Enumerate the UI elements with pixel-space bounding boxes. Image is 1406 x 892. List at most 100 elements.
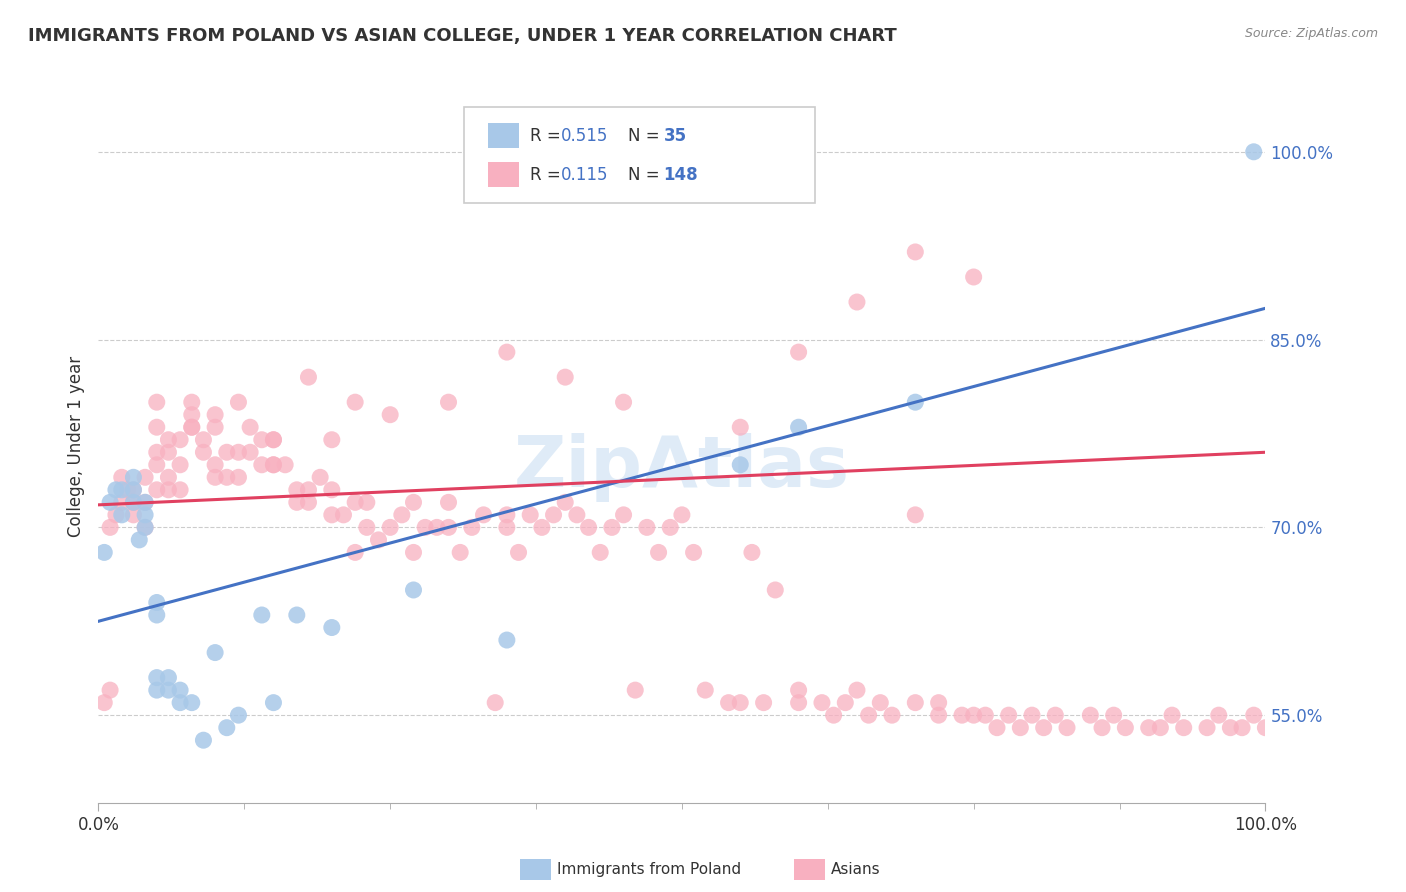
Point	[285, 483, 308, 497]
Point	[146, 671, 169, 685]
Point	[146, 395, 169, 409]
Point	[332, 508, 354, 522]
Point	[1243, 708, 1265, 723]
Point	[104, 508, 127, 522]
Point	[730, 696, 752, 710]
Point	[1137, 721, 1160, 735]
Point	[204, 420, 226, 434]
Point	[146, 595, 169, 609]
Point	[193, 733, 215, 747]
Point	[111, 508, 134, 522]
Point	[111, 483, 134, 497]
Point	[613, 395, 636, 409]
Point	[647, 545, 669, 559]
Point	[228, 708, 250, 723]
Point	[1254, 721, 1277, 735]
Point	[309, 470, 332, 484]
Point	[413, 520, 436, 534]
Point	[496, 520, 519, 534]
Point	[128, 533, 150, 547]
Point	[904, 696, 927, 710]
Point	[180, 408, 202, 422]
Point	[122, 483, 145, 497]
Point	[449, 545, 471, 559]
Point	[344, 395, 367, 409]
Point	[297, 495, 319, 509]
Point	[600, 520, 623, 534]
Point	[321, 433, 343, 447]
Point	[1149, 721, 1171, 735]
Point	[204, 458, 226, 472]
Point	[239, 445, 262, 459]
Point	[98, 495, 121, 509]
Point	[157, 683, 180, 698]
Point	[380, 520, 402, 534]
Point	[997, 708, 1019, 723]
Point	[496, 633, 519, 648]
Text: R =: R =	[530, 166, 567, 184]
Text: Asians: Asians	[831, 863, 880, 877]
Point	[928, 696, 950, 710]
Point	[391, 508, 413, 522]
Text: Source: ZipAtlas.com: Source: ZipAtlas.com	[1244, 27, 1378, 40]
Point	[1056, 721, 1078, 735]
Text: N =: N =	[628, 166, 665, 184]
Text: IMMIGRANTS FROM POLAND VS ASIAN COLLEGE, UNDER 1 YEAR CORRELATION CHART: IMMIGRANTS FROM POLAND VS ASIAN COLLEGE,…	[28, 27, 897, 45]
Text: 0.515: 0.515	[561, 127, 609, 145]
Point	[169, 483, 191, 497]
Point	[193, 445, 215, 459]
Point	[134, 495, 156, 509]
Point	[262, 696, 284, 710]
Point	[274, 458, 297, 472]
Point	[752, 696, 775, 710]
Text: R =: R =	[530, 127, 567, 145]
Point	[204, 646, 226, 660]
Point	[228, 395, 250, 409]
Text: 0.115: 0.115	[561, 166, 609, 184]
Point	[904, 508, 927, 522]
Point	[380, 408, 402, 422]
Point	[846, 683, 869, 698]
Point	[554, 370, 576, 384]
Point	[93, 545, 115, 559]
Point	[811, 696, 834, 710]
Y-axis label: College, Under 1 year: College, Under 1 year	[66, 355, 84, 537]
Point	[157, 445, 180, 459]
Point	[157, 671, 180, 685]
Point	[402, 582, 425, 597]
Point	[472, 508, 495, 522]
Point	[1243, 145, 1265, 159]
Point	[554, 495, 576, 509]
Point	[134, 470, 156, 484]
Point	[1080, 708, 1102, 723]
Point	[262, 433, 284, 447]
Text: ZipAtlas: ZipAtlas	[515, 433, 849, 502]
Point	[402, 495, 425, 509]
Point	[204, 470, 226, 484]
Point	[578, 520, 600, 534]
Point	[950, 708, 973, 723]
Point	[104, 483, 127, 497]
Point	[589, 545, 612, 559]
Point	[402, 545, 425, 559]
Point	[356, 520, 378, 534]
Point	[1021, 708, 1043, 723]
Point	[1091, 721, 1114, 735]
Point	[262, 433, 284, 447]
Point	[437, 495, 460, 509]
Point	[437, 520, 460, 534]
Point	[1161, 708, 1184, 723]
Point	[834, 696, 856, 710]
Point	[146, 420, 169, 434]
Point	[1010, 721, 1032, 735]
Point	[437, 395, 460, 409]
Point	[1114, 721, 1136, 735]
Point	[695, 683, 717, 698]
Point	[215, 721, 238, 735]
Point	[1032, 721, 1054, 735]
Point	[262, 458, 284, 472]
Point	[344, 495, 367, 509]
Point	[122, 495, 145, 509]
Point	[1195, 721, 1218, 735]
Point	[321, 483, 343, 497]
